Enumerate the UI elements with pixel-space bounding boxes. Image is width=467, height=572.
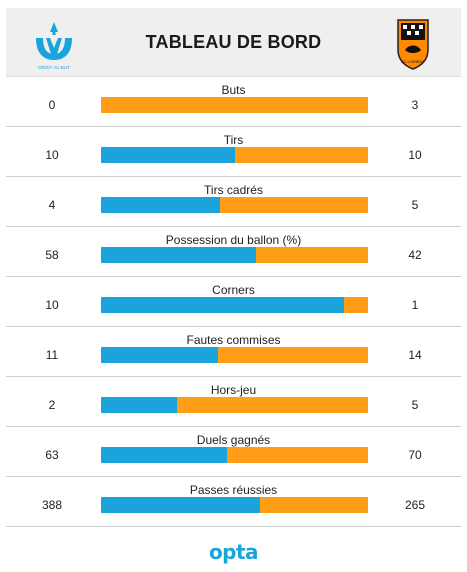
comparison-bar	[101, 147, 368, 163]
stat-label: Passes réussies	[189, 483, 278, 497]
scoreboard-header: DROIT AU BUT TABLEAU DE BORD FC LORIENT	[6, 8, 461, 76]
comparison-bar	[101, 297, 368, 313]
home-value: 10	[45, 298, 59, 312]
home-bar-segment	[101, 247, 256, 263]
away-value: 5	[411, 398, 419, 412]
away-value: 14	[408, 348, 422, 362]
fc-lorient-logo-icon: FC LORIENT	[397, 19, 429, 70]
home-bar-segment	[101, 347, 219, 363]
stat-row: Buts 0 3	[6, 76, 461, 127]
away-bar-segment	[218, 347, 368, 363]
comparison-bar	[101, 347, 368, 363]
olympique-marseille-logo-icon: DROIT AU BUT	[36, 22, 72, 70]
stat-label: Possession du ballon (%)	[165, 233, 302, 247]
comparison-bar	[101, 497, 368, 513]
home-value: 0	[48, 98, 56, 112]
stat-row: Fautes commises 11 14	[6, 327, 461, 377]
away-bar-segment	[177, 397, 368, 413]
stat-row: Duels gagnés 63 70	[6, 427, 461, 477]
away-bar-segment	[259, 497, 368, 513]
away-value: 70	[408, 448, 422, 462]
home-bar-segment	[101, 297, 344, 313]
footer: opta	[0, 540, 467, 564]
home-value: 2	[48, 398, 56, 412]
stat-row: Possession du ballon (%) 58 42	[6, 227, 461, 277]
home-logo-caption: DROIT AU BUT	[38, 65, 70, 70]
away-value: 5	[411, 198, 419, 212]
comparison-bar	[101, 447, 368, 463]
home-value: 388	[41, 498, 63, 512]
away-bar-segment	[101, 97, 368, 113]
home-value: 4	[48, 198, 56, 212]
away-value: 265	[404, 498, 426, 512]
stat-label: Tirs cadrés	[204, 183, 263, 197]
home-bar-segment	[101, 447, 228, 463]
stat-row: Corners 10 1	[6, 277, 461, 327]
stat-label: Tirs	[223, 133, 244, 147]
home-bar-segment	[101, 197, 220, 213]
home-value: 11	[45, 348, 59, 362]
comparison-bar	[101, 197, 368, 213]
comparison-bar	[101, 397, 368, 413]
away-value: 3	[411, 98, 419, 112]
away-bar-segment	[255, 247, 368, 263]
comparison-bar	[101, 97, 368, 113]
away-value: 1	[411, 298, 419, 312]
comparison-bar	[101, 247, 368, 263]
stat-label: Fautes commises	[186, 333, 281, 347]
home-bar-segment	[101, 397, 178, 413]
stat-row: Tirs cadrés 4 5	[6, 177, 461, 227]
home-bar-segment	[101, 497, 260, 513]
stat-label: Corners	[212, 283, 255, 297]
away-logo-caption: FC LORIENT	[401, 59, 425, 64]
away-bar-segment	[227, 447, 368, 463]
stat-row: Hors-jeu 2 5	[6, 377, 461, 427]
away-value: 42	[408, 248, 422, 262]
stats-table: Buts 0 3 Tirs 10 10 Tirs cadrés 4 5 Possession du…	[6, 76, 461, 527]
away-bar-segment	[343, 297, 368, 313]
stat-label: Hors-jeu	[210, 383, 257, 397]
opta-logo: opta	[208, 540, 259, 564]
stat-row: Passes réussies 388 265	[6, 477, 461, 527]
page-title: TABLEAU DE BORD	[145, 32, 322, 52]
home-value: 63	[45, 448, 59, 462]
away-bar-segment	[234, 147, 368, 163]
stat-row: Tirs 10 10	[6, 127, 461, 177]
away-bar-segment	[219, 197, 368, 213]
stat-label: Duels gagnés	[196, 433, 271, 447]
away-value: 10	[408, 148, 422, 162]
home-value: 58	[45, 248, 59, 262]
home-bar-segment	[101, 147, 235, 163]
stat-label: Buts	[221, 83, 246, 97]
home-value: 10	[45, 148, 59, 162]
